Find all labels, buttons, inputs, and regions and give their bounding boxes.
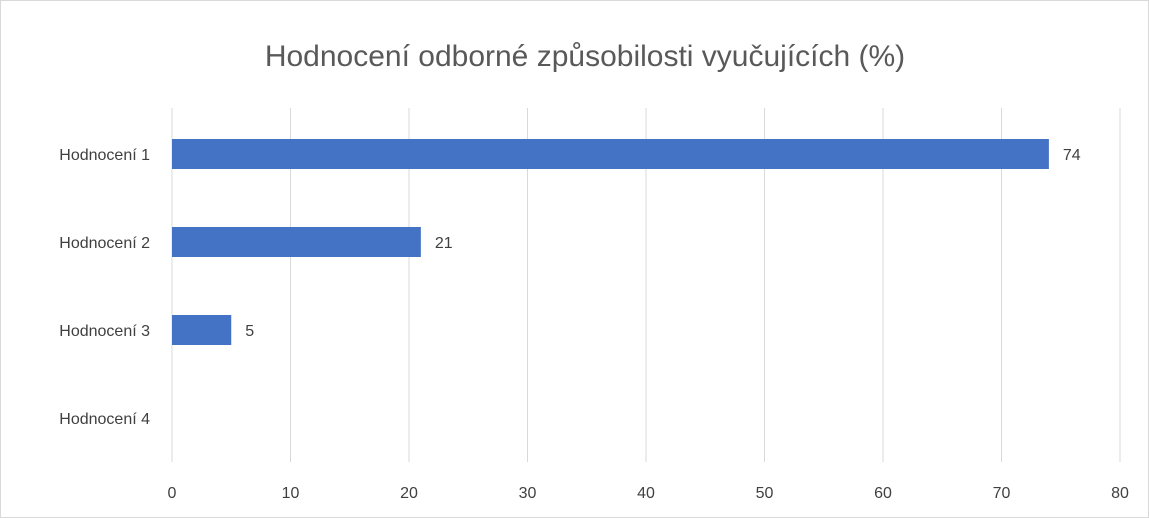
value-label: 21 xyxy=(435,235,453,252)
y-tick-label: Hodnocení 4 xyxy=(59,411,150,428)
x-tick-label: 70 xyxy=(993,485,1011,502)
x-tick-label: 80 xyxy=(1111,485,1129,502)
bar xyxy=(172,315,232,345)
y-tick-label: Hodnocení 3 xyxy=(59,323,150,340)
y-tick-label: Hodnocení 2 xyxy=(59,235,150,252)
bar xyxy=(172,139,1049,169)
bar xyxy=(172,227,421,257)
x-tick-label: 30 xyxy=(519,485,537,502)
x-tick-label: 40 xyxy=(637,485,655,502)
x-tick-label: 10 xyxy=(282,485,300,502)
x-tick-label: 20 xyxy=(400,485,418,502)
x-tick-label: 0 xyxy=(168,485,177,502)
x-tick-label: 60 xyxy=(874,485,892,502)
y-tick-label: Hodnocení 1 xyxy=(59,147,150,164)
chart-title: Hodnocení odborné způsobilosti vyučující… xyxy=(265,40,905,73)
x-tick-label: 50 xyxy=(756,485,774,502)
value-label: 74 xyxy=(1063,147,1081,164)
value-label: 5 xyxy=(245,323,254,340)
